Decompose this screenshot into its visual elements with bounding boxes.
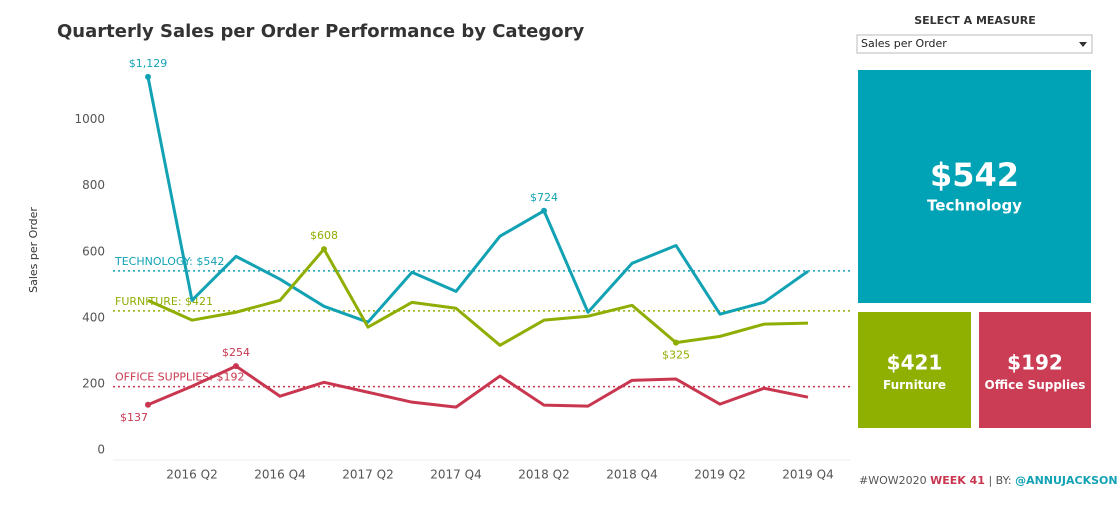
dropdown-arrow[interactable]	[1079, 42, 1087, 47]
data-label: $325	[662, 349, 690, 362]
dropdown[interactable]	[856, 34, 1093, 54]
series-line	[147, 364, 809, 409]
y-tick-label: 0	[97, 443, 105, 457]
y-tick-label: 1000	[74, 112, 105, 126]
point	[321, 246, 327, 253]
reference-label: OFFICE SUPPLIES: $192	[115, 371, 245, 384]
data-label: $724	[530, 191, 558, 204]
x-tick-label: 2016 Q2	[166, 468, 217, 482]
tile	[858, 312, 971, 428]
tile-label: Technology	[927, 197, 1022, 215]
y-tick-label: 400	[82, 310, 105, 324]
tile-value: $421	[887, 351, 943, 375]
data-label: $608	[310, 229, 338, 242]
reference-label: FURNITURE: $421	[115, 295, 213, 308]
point	[145, 73, 151, 80]
tile-label: Furniture	[883, 378, 946, 392]
footer-by: | BY:	[988, 474, 1011, 487]
x-tick-label: 2018 Q2	[518, 468, 569, 482]
chart-title: Quarterly Sales per Order Performance by…	[57, 21, 585, 42]
point	[233, 363, 239, 370]
data-label: $254	[222, 346, 250, 359]
footer-tag: #WOW2020	[859, 474, 927, 487]
x-tick-label: 2017 Q4	[430, 468, 481, 482]
series-line	[147, 247, 809, 347]
point	[541, 207, 547, 214]
y-tick-label: 200	[82, 376, 105, 390]
x-tick-label: 2018 Q4	[606, 468, 657, 482]
footer: #WOW2020 WEEK 41 | BY: @ANNUJACKSON	[859, 474, 1118, 487]
x-tick-label: 2019 Q4	[782, 468, 833, 482]
point	[145, 401, 151, 408]
tile-value: $542	[930, 156, 1019, 194]
dropdown-value[interactable]: Sales per Order	[861, 37, 947, 50]
footer-week: WEEK 41	[930, 474, 985, 487]
tile	[979, 312, 1091, 428]
x-tick-label: 2019 Q2	[694, 468, 745, 482]
y-axis-label: Sales per Order	[27, 207, 40, 293]
tile-value: $192	[1007, 351, 1063, 375]
data-label: $137	[120, 411, 148, 424]
footer-author: @ANNUJACKSON	[1015, 474, 1118, 487]
data-label: $1,129	[129, 57, 168, 70]
x-tick-label: 2016 Q4	[254, 468, 305, 482]
tile-label: Office Supplies	[985, 378, 1086, 392]
reference-label: TECHNOLOGY: $542	[114, 255, 224, 268]
control-label: SELECT A MEASURE	[914, 14, 1036, 27]
point	[673, 339, 679, 346]
y-tick-label: 600	[82, 244, 105, 258]
x-tick-label: 2017 Q2	[342, 468, 393, 482]
tile	[858, 70, 1091, 303]
series-line	[146, 76, 809, 324]
y-tick-label: 800	[82, 178, 105, 192]
